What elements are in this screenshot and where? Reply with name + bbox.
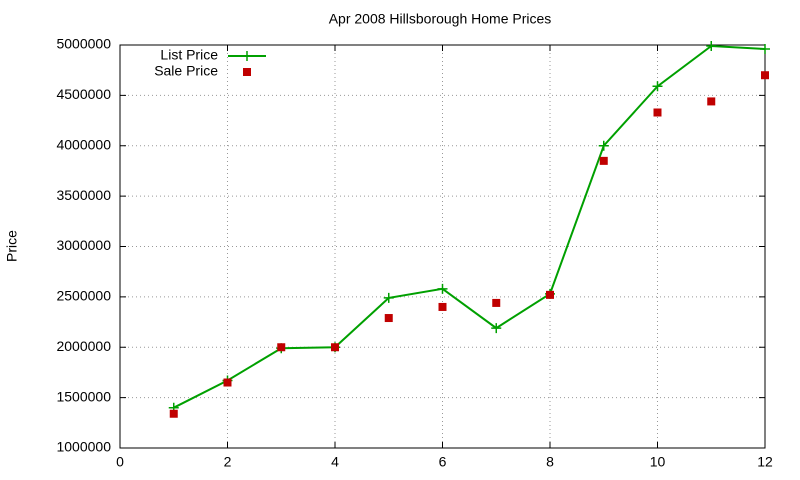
- y-tick-label: 2500000: [56, 288, 111, 304]
- x-tick-label: 0: [116, 454, 124, 470]
- y-axis-label: Price: [4, 230, 20, 262]
- x-tick-label: 8: [546, 454, 554, 470]
- point-marker: [491, 323, 502, 334]
- y-tick-label: 4500000: [56, 86, 111, 102]
- point-marker: [277, 343, 286, 352]
- x-tick-label: 6: [439, 454, 447, 470]
- x-tick-label: 12: [757, 454, 773, 470]
- point-marker: [760, 44, 770, 55]
- y-tick-label: 5000000: [56, 36, 111, 52]
- series-line: [173, 44, 766, 409]
- point-marker: [384, 314, 393, 323]
- point-marker: [546, 290, 554, 299]
- y-tick-label: 3000000: [56, 237, 111, 253]
- plot-frame: [119, 44, 766, 449]
- y-tick-label: 4000000: [56, 136, 111, 152]
- point-marker: [598, 140, 609, 151]
- y-tick-label: 2000000: [56, 338, 111, 354]
- legend-label: Sale Price: [154, 63, 218, 79]
- point-marker: [706, 41, 717, 52]
- x-tick-label: 10: [650, 454, 666, 470]
- point-marker: [599, 156, 608, 165]
- y-tick-label: 1000000: [56, 439, 111, 455]
- chart-title: Apr 2008 Hillsborough Home Prices: [329, 11, 552, 27]
- legend-marker: [242, 51, 252, 61]
- legend-marker: [243, 68, 251, 76]
- point-marker: [707, 97, 716, 106]
- point-marker: [437, 283, 448, 294]
- point-marker: [383, 292, 394, 303]
- point-marker: [169, 409, 178, 418]
- point-marker: [492, 298, 501, 307]
- point-marker: [223, 378, 232, 387]
- x-tick-label: 2: [224, 454, 232, 470]
- y-tick-label: 1500000: [56, 388, 111, 404]
- point-marker: [438, 302, 447, 311]
- point-marker: [761, 71, 769, 80]
- y-tick-label: 3500000: [56, 187, 111, 203]
- point-marker: [653, 108, 662, 117]
- point-marker: [652, 81, 663, 92]
- legend-label: List Price: [160, 47, 218, 63]
- point-marker: [331, 343, 339, 352]
- x-tick-label: 4: [331, 454, 339, 470]
